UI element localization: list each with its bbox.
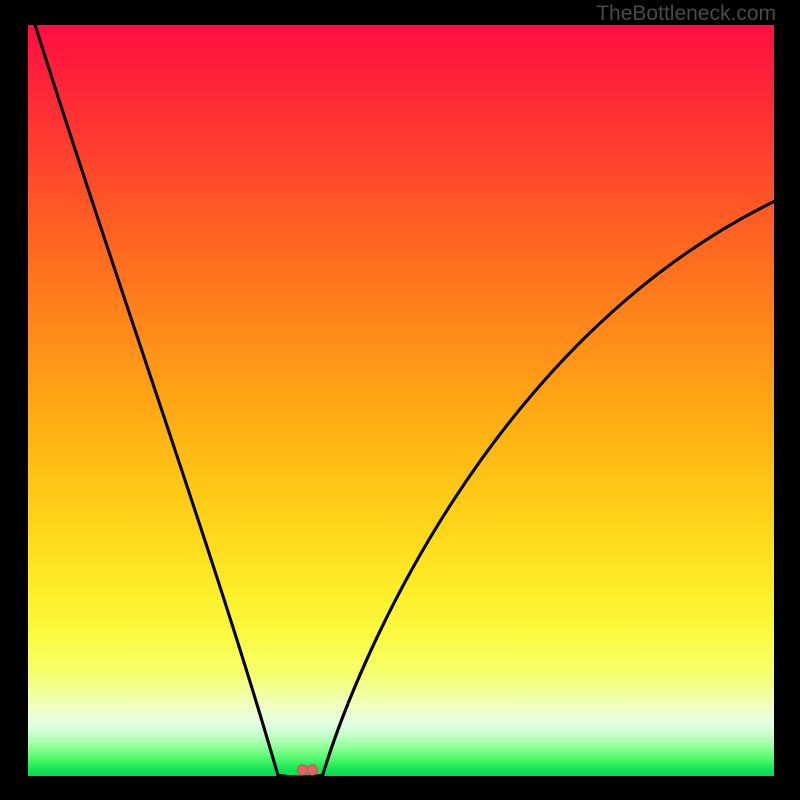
gradient-plot-area xyxy=(28,25,774,776)
minimum-marker-dot xyxy=(307,765,317,775)
chart-svg xyxy=(0,0,800,800)
chart-root: TheBottleneck.com xyxy=(0,0,800,800)
minimum-marker-dot xyxy=(297,765,307,775)
watermark-text: TheBottleneck.com xyxy=(596,2,776,26)
